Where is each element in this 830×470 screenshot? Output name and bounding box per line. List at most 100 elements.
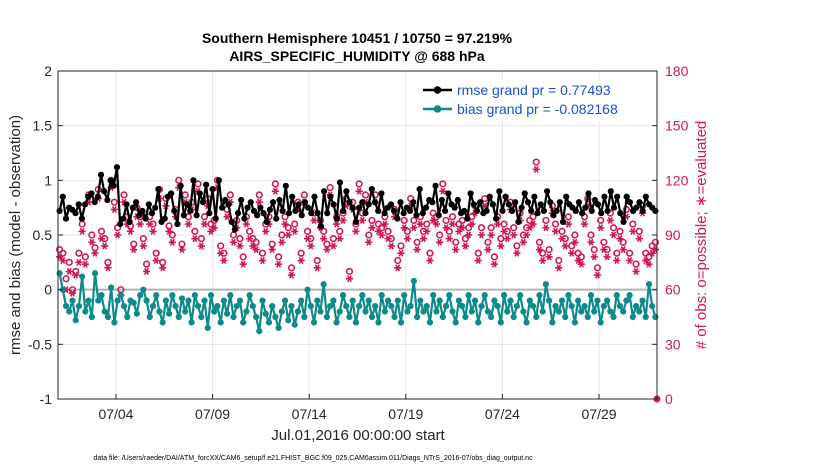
rmse-point bbox=[378, 190, 385, 197]
obs-evaluated-point bbox=[529, 220, 537, 228]
bias-point bbox=[339, 292, 347, 299]
bias-point bbox=[146, 313, 153, 321]
obs-evaluated-point bbox=[139, 242, 147, 250]
rmse-point bbox=[269, 199, 277, 206]
obs-possible-point bbox=[368, 216, 376, 225]
bias-point bbox=[349, 297, 356, 304]
obs-evaluated-point bbox=[513, 249, 521, 257]
bias-point bbox=[404, 308, 411, 315]
obs-evaluated-point bbox=[165, 227, 173, 235]
obs-possible-point bbox=[365, 231, 373, 239]
bias-point bbox=[365, 297, 372, 304]
x-tick-label: 07/04 bbox=[98, 406, 133, 422]
bias-point bbox=[140, 286, 147, 293]
obs-possible-point bbox=[403, 227, 412, 235]
rmse-point bbox=[298, 212, 305, 219]
rmse-point bbox=[327, 193, 334, 200]
obs-evaluated-point bbox=[468, 220, 476, 228]
rmse-point bbox=[225, 201, 232, 208]
obs-possible-point bbox=[423, 220, 431, 228]
rmse-point bbox=[572, 207, 579, 215]
obs-possible-point bbox=[345, 267, 354, 276]
rmse-point bbox=[117, 220, 124, 228]
rmse-point bbox=[317, 223, 324, 230]
obs-possible-point bbox=[510, 224, 518, 232]
bias-point bbox=[230, 313, 237, 321]
rmse-point bbox=[642, 193, 649, 200]
obs-evaluated-point bbox=[490, 260, 498, 268]
obs-evaluated-point bbox=[645, 260, 653, 268]
obs-evaluated-point bbox=[503, 235, 511, 243]
obs-possible-point bbox=[278, 231, 286, 239]
obs-possible-point bbox=[542, 216, 550, 225]
obs-possible-point bbox=[323, 240, 331, 248]
obs-possible-point bbox=[445, 227, 453, 235]
right-y-axis-label: # of obs: o=possible; ∗=evaluated bbox=[693, 121, 710, 350]
obs-evaluated-point bbox=[159, 264, 167, 272]
bias-point bbox=[265, 319, 273, 326]
obs-evaluated-point bbox=[130, 246, 138, 254]
obs-evaluated-point bbox=[465, 231, 473, 239]
obs-possible-point bbox=[477, 224, 486, 232]
obs-evaluated-point bbox=[358, 216, 366, 224]
right-tick-label: 150 bbox=[665, 118, 689, 134]
rmse-point bbox=[282, 182, 289, 189]
bias-point bbox=[75, 302, 83, 310]
left-tick-label: 1.5 bbox=[33, 118, 53, 134]
bias-point bbox=[636, 308, 643, 315]
obs-evaluated-point bbox=[616, 235, 624, 243]
bias-point bbox=[523, 319, 530, 326]
obs-possible-point bbox=[81, 253, 89, 261]
bias-point bbox=[143, 297, 150, 304]
rmse-point bbox=[601, 193, 608, 200]
obs-possible-point bbox=[297, 249, 305, 257]
rmse-point bbox=[537, 201, 544, 208]
obs-possible-point bbox=[626, 249, 634, 257]
obs-possible-point bbox=[326, 184, 334, 192]
obs-possible-point bbox=[597, 216, 605, 225]
obs-evaluated-point bbox=[65, 267, 73, 275]
obs-evaluated-point bbox=[242, 220, 250, 228]
bias-point bbox=[520, 308, 527, 315]
bias-point bbox=[455, 297, 463, 304]
obs-possible-point bbox=[384, 227, 392, 235]
right-tick-label: 90 bbox=[665, 227, 681, 243]
rmse-point bbox=[113, 164, 121, 171]
rmse-point bbox=[419, 210, 426, 217]
obs-possible-point bbox=[500, 220, 508, 228]
obs-evaluated-point bbox=[320, 235, 328, 243]
obs-evaluated-point bbox=[580, 220, 589, 228]
rmse-point bbox=[553, 207, 560, 215]
rmse-point bbox=[521, 190, 528, 197]
obs-evaluated-point bbox=[323, 246, 331, 254]
obs-evaluated-point bbox=[619, 246, 627, 254]
obs-evaluated-point bbox=[249, 242, 257, 250]
bias-point bbox=[217, 319, 224, 326]
bias-point bbox=[137, 292, 144, 299]
obs-evaluated-point bbox=[558, 235, 566, 243]
obs-evaluated-point bbox=[452, 246, 460, 254]
left-y-axis-ticks: -1 -0.5 0 0.5 1 1.5 2 bbox=[28, 63, 63, 407]
bias-point bbox=[494, 302, 501, 310]
bias-point bbox=[565, 292, 572, 299]
rmse-point bbox=[222, 196, 229, 204]
rmse-point bbox=[579, 210, 586, 217]
obs-evaluated-point bbox=[410, 224, 418, 232]
obs-possible-point bbox=[274, 253, 283, 261]
bias-point bbox=[278, 308, 285, 315]
bias-point bbox=[381, 308, 388, 315]
rmse-point bbox=[123, 201, 130, 208]
bias-point bbox=[201, 297, 208, 304]
rmse-point bbox=[254, 212, 261, 219]
rmse-point bbox=[524, 199, 532, 206]
rmse-point bbox=[343, 188, 350, 195]
obs-possible-point bbox=[110, 198, 118, 206]
rmse-point bbox=[247, 199, 254, 206]
x-tick-label: 07/09 bbox=[195, 406, 230, 422]
x-tick-label: 07/24 bbox=[485, 406, 520, 422]
left-tick-label: 1 bbox=[44, 172, 52, 188]
rmse-point bbox=[110, 182, 117, 189]
rmse-point bbox=[209, 185, 216, 193]
bias-point bbox=[281, 297, 289, 304]
obs-possible-point bbox=[484, 238, 492, 246]
